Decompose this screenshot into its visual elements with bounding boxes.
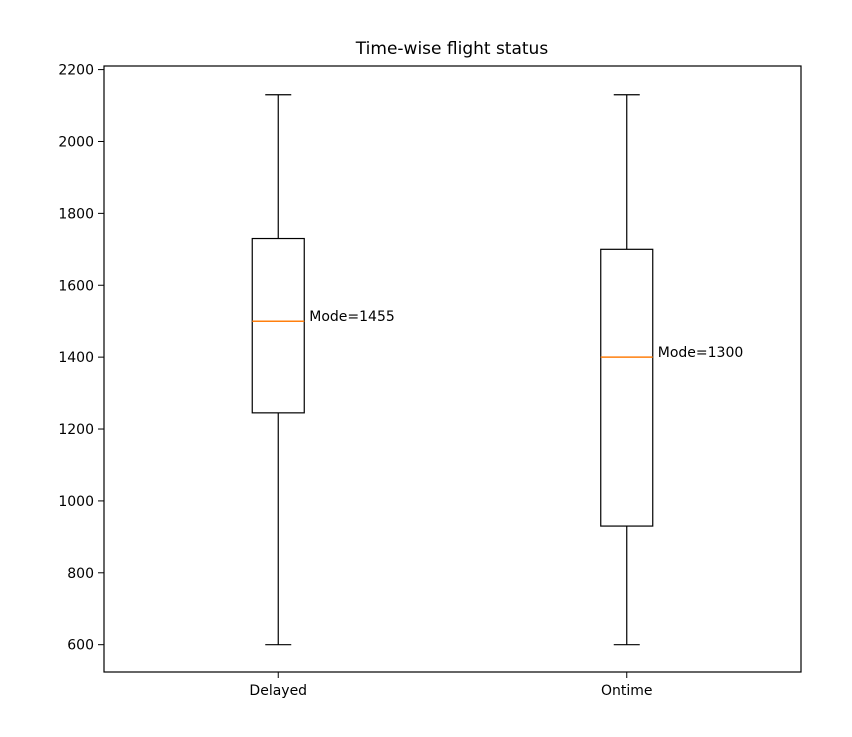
mode-annotation: Mode=1455 xyxy=(309,309,395,325)
y-tick-label: 800 xyxy=(67,566,94,582)
x-tick-label: Delayed xyxy=(249,683,307,699)
y-tick-label: 1200 xyxy=(58,422,94,438)
y-tick-label: 1000 xyxy=(58,494,94,510)
y-tick-label: 1800 xyxy=(58,206,94,222)
y-tick-label: 600 xyxy=(67,638,94,654)
y-tick-label: 2200 xyxy=(58,63,94,79)
mode-annotation: Mode=1300 xyxy=(658,345,744,361)
plot-area-frame xyxy=(103,65,802,673)
box-group: Mode=1455 Mode=1300 xyxy=(251,94,744,646)
y-tick-label: 1600 xyxy=(58,278,94,294)
x-tick-label: Ontime xyxy=(601,683,653,699)
box-iqr xyxy=(600,248,654,527)
chart-title: Time-wise flight status xyxy=(355,39,549,59)
x-axis: Delayed Ontime xyxy=(249,672,653,699)
y-tick-label: 1400 xyxy=(58,350,94,366)
y-axis: 600 800 1000 1200 1400 1600 1800 2000 2200 xyxy=(58,63,104,654)
box-iqr xyxy=(251,237,305,414)
y-tick-label: 2000 xyxy=(58,134,94,150)
